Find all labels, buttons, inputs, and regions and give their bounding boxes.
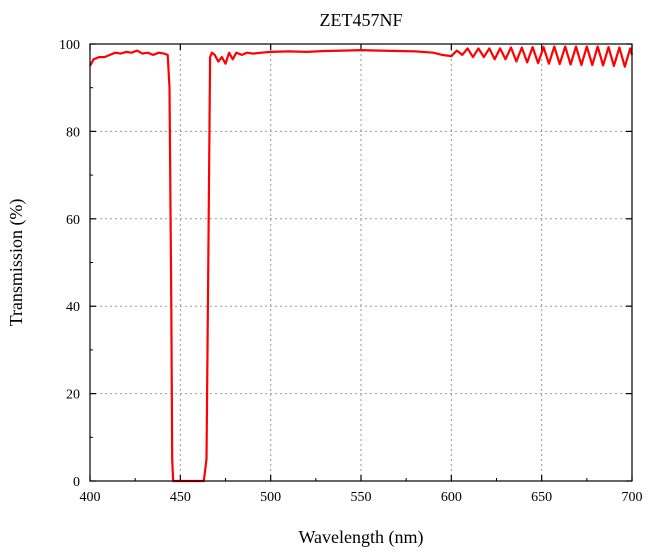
x-tick-label: 700 — [622, 490, 643, 505]
x-tick-label: 600 — [441, 490, 462, 505]
series-layer — [89, 45, 634, 483]
y-tick-label: 0 — [73, 475, 80, 490]
series-line — [89, 45, 634, 483]
tick-labels: 400 450 500 550 600 650 700 0 20 40 60 80 100 — [59, 38, 643, 505]
x-axis-title: Wavelength (nm) — [298, 527, 423, 548]
y-tick-label: 60 — [66, 213, 80, 228]
x-tick-label: 400 — [80, 490, 101, 505]
y-tick-label: 20 — [66, 388, 80, 403]
y-tick-label: 80 — [66, 125, 80, 140]
x-tick-label: 500 — [260, 490, 281, 505]
y-tick-label: 40 — [66, 300, 80, 315]
plot-frame — [89, 43, 633, 482]
x-tick-label: 650 — [531, 490, 552, 505]
x-tick-label: 550 — [351, 490, 372, 505]
x-tick-label: 450 — [170, 490, 191, 505]
grid — [90, 44, 632, 481]
y-axis-title: Transmission (%) — [6, 199, 27, 327]
chart-title: ZET457NF — [320, 10, 403, 30]
y-tick-label: 100 — [59, 38, 80, 53]
